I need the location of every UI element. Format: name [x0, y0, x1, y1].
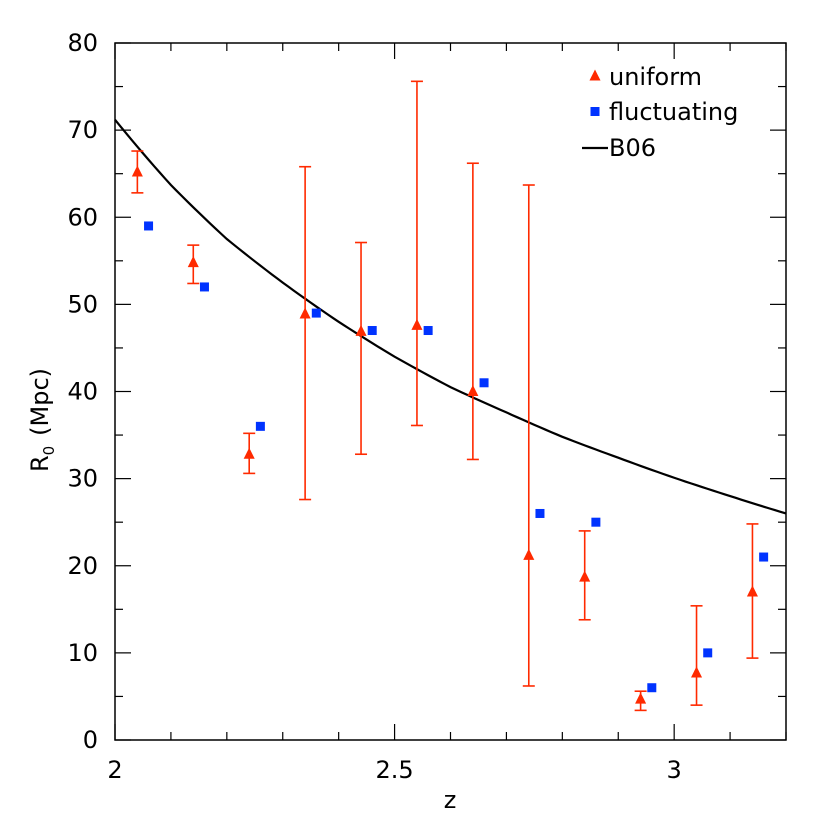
uniform-point [131, 165, 143, 177]
fluctuating-point [759, 552, 769, 562]
fluctuating-points [144, 221, 769, 693]
legend-marker-fluctuating [590, 107, 600, 116]
x-tick-label: 3 [667, 756, 682, 784]
y-tick-label: 30 [67, 465, 98, 493]
uniform-point [523, 548, 535, 560]
uniform-point [187, 256, 199, 268]
x-axis-label: z [444, 786, 457, 814]
legend: uniform fluctuating B06 [582, 63, 738, 162]
y-axis-label: R0 (Mpc) [26, 368, 58, 472]
uniform-point [746, 585, 758, 597]
y-tick-label: 10 [67, 639, 98, 667]
legend-label-uniform: uniform [609, 63, 702, 91]
fluctuating-point [535, 508, 545, 518]
legend-label-fluctuating: fluctuating [609, 98, 738, 126]
axis-ticks [114, 42, 787, 741]
legend-label-b06: B06 [609, 134, 656, 162]
fluctuating-point [423, 326, 433, 336]
plot-frame [114, 42, 787, 741]
b06-curve [114, 118, 787, 515]
x-tick-label: 2.5 [375, 756, 413, 784]
fluctuating-point [199, 282, 209, 292]
uniform-points [131, 165, 758, 704]
y-tick-label: 70 [67, 116, 98, 144]
uniform-point [467, 385, 479, 397]
fluctuating-point [144, 221, 154, 231]
x-tick-labels: 2 2.5 3 [107, 756, 681, 784]
uniform-point [411, 318, 423, 330]
y-tick-label: 80 [67, 29, 98, 57]
uniform-errorbars [131, 80, 759, 712]
y-tick-label: 40 [67, 378, 98, 406]
plot-frame-rect [114, 42, 787, 741]
uniform-point [691, 666, 703, 678]
y-tick-label: 20 [67, 552, 98, 580]
fluctuating-point [479, 378, 489, 388]
y-tick-labels: 0 10 20 30 40 50 60 70 80 [67, 29, 98, 754]
uniform-point [635, 692, 647, 704]
y-tick-label: 0 [83, 726, 98, 754]
uniform-point [243, 447, 255, 459]
fluctuating-point [311, 308, 321, 318]
y-tick-label: 60 [67, 203, 98, 231]
y-axis-label-symbol: R [26, 455, 54, 472]
y-axis-label-subscript: 0 [40, 446, 58, 456]
fluctuating-point [647, 683, 657, 693]
b06-curve-group [114, 118, 787, 515]
fluctuating-point [591, 517, 601, 527]
uniform-point [355, 324, 367, 336]
fluctuating-point [367, 326, 377, 336]
y-axis-label-unit: (Mpc) [26, 368, 54, 436]
uniform-point [299, 307, 311, 319]
fluctuating-point [703, 648, 713, 658]
legend-marker-uniform [589, 69, 601, 81]
y-tick-label: 50 [67, 290, 98, 318]
x-tick-label: 2 [107, 756, 122, 784]
fluctuating-point [255, 421, 265, 431]
uniform-point [579, 570, 591, 582]
